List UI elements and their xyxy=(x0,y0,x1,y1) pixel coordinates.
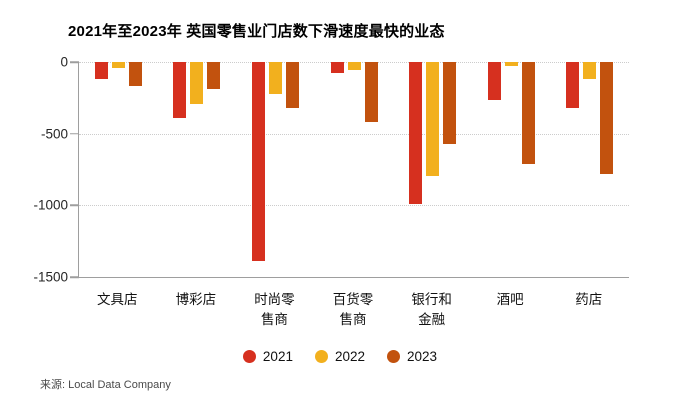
gridline xyxy=(79,205,629,207)
legend-label: 2022 xyxy=(334,349,366,364)
bar-2022-category-2 xyxy=(190,62,204,105)
y-axis-tick xyxy=(70,132,79,135)
bar-2023-category-7 xyxy=(600,62,614,174)
bar-2021-category-4 xyxy=(330,62,344,74)
legend-item-2022: 2022 xyxy=(314,349,366,364)
legend-item-2023: 2023 xyxy=(387,349,437,364)
y-axis-tick xyxy=(70,276,79,278)
legend-dot-icon xyxy=(242,350,256,363)
bar-group-5 xyxy=(393,62,472,277)
bar-2022-category-5 xyxy=(426,62,440,176)
y-axis-tick xyxy=(70,204,79,207)
x-axis-label-6: 酒吧 xyxy=(496,292,524,307)
bar-2021-category-6 xyxy=(487,62,501,100)
legend-item-2021: 2021 xyxy=(242,349,293,364)
legend-dot-icon xyxy=(314,350,328,363)
legend-label: 2021 xyxy=(262,349,293,364)
x-axis-label-7: 药店 xyxy=(575,292,603,307)
bar-2021-category-7 xyxy=(566,62,580,108)
bar-group-6 xyxy=(472,62,551,277)
x-axis-label-2: 博彩店 xyxy=(175,292,217,307)
x-axis-label-1: 文具店 xyxy=(97,292,138,307)
bar-2022-category-7 xyxy=(583,62,597,80)
bar-2022-category-4 xyxy=(347,62,361,70)
legend: 2021 2022 2023 xyxy=(0,349,680,364)
bar-2023-category-1 xyxy=(128,62,142,87)
x-axis-labels: 文具店 博彩店 时尚零售商 百货零售商 银行和金融 酒吧 药店 xyxy=(78,290,628,329)
y-axis-label: 0 xyxy=(60,54,68,70)
bar-2023-category-5 xyxy=(443,62,457,145)
bar-2023-category-6 xyxy=(521,62,535,165)
bar-group-4 xyxy=(315,62,394,277)
y-axis-tick xyxy=(70,61,79,63)
bar-2022-category-1 xyxy=(111,62,125,68)
bar-2023-category-3 xyxy=(285,62,299,108)
x-axis-label-4: 百货零售商 xyxy=(332,292,374,327)
x-axis-label-5: 银行和金融 xyxy=(411,292,452,327)
legend-dot-icon xyxy=(387,350,401,363)
bar-group-7 xyxy=(550,62,629,277)
y-axis-label: -500 xyxy=(40,126,68,142)
plot-area: 0 -500 -1000 -1500 xyxy=(33,55,629,285)
chart-title: 2021年至2023年 英国零售业门店数下滑速度最快的业态 xyxy=(68,23,445,40)
bar-2023-category-2 xyxy=(207,62,221,90)
bar-groups xyxy=(79,62,629,277)
x-axis-label-3: 时尚零售商 xyxy=(254,292,295,327)
bar-group-3 xyxy=(236,62,315,277)
y-axis-label: -1500 xyxy=(33,269,68,285)
bar-2021-category-1 xyxy=(94,62,108,80)
source-note: 来源: Local Data Company xyxy=(40,379,171,391)
bar-2021-category-3 xyxy=(251,62,265,262)
bar-2021-category-5 xyxy=(409,62,423,204)
bar-group-1 xyxy=(79,62,158,277)
bar-2022-category-3 xyxy=(268,62,282,95)
y-axis-label: -1000 xyxy=(33,197,68,213)
bar-2023-category-4 xyxy=(364,62,378,123)
bar-2022-category-6 xyxy=(504,62,518,66)
bar-2021-category-2 xyxy=(173,62,187,118)
gridline xyxy=(79,133,629,135)
legend-label: 2023 xyxy=(407,349,438,364)
bar-group-2 xyxy=(158,62,237,277)
